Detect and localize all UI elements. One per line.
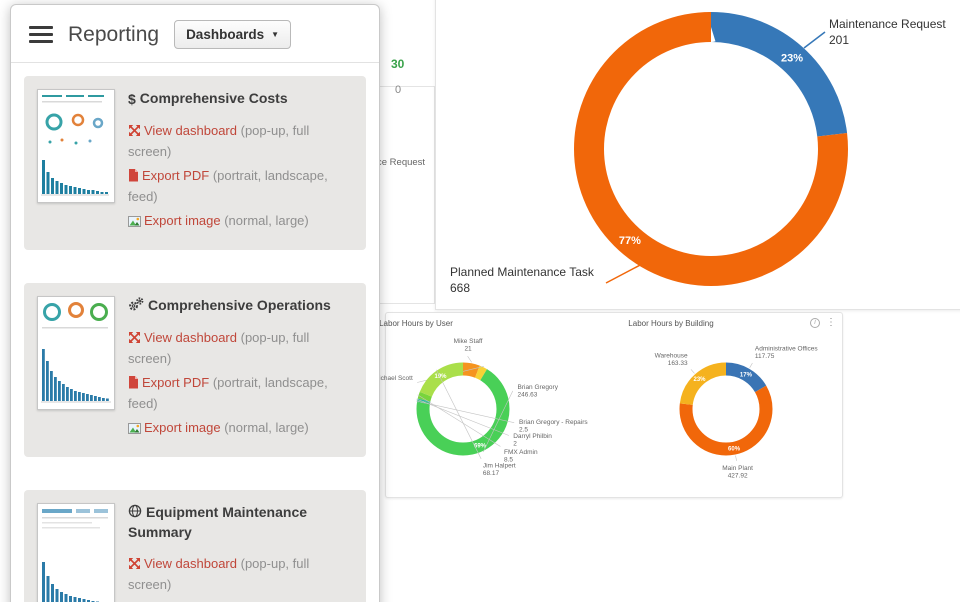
labor-hours-building-title: Labor Hours by Building	[628, 319, 714, 328]
export-pdf-row: Export PDF (portrait, landscape, feed)	[128, 166, 350, 206]
dashboard-card-comprehensive-costs: $ Comprehensive Costs View dashboard (pop…	[24, 76, 366, 250]
view-dashboard-options[interactable]: (pop-up, full screen)	[128, 122, 310, 159]
dashboard-thumbnail-costs[interactable]	[37, 89, 115, 203]
dollar-icon: $	[128, 91, 136, 107]
view-dashboard-link[interactable]: View dashboard	[144, 329, 237, 345]
labor-hours-user-chart[interactable]: Mike Staff 21 Michael Scott 69% Brian Gregor…	[374, 313, 844, 499]
panel-header: Reporting Dashboards ▼	[11, 5, 379, 63]
expand-arrows-icon	[128, 330, 141, 349]
dashboard-card-comprehensive-operations: Comprehensive Operations View dashboard …	[24, 282, 366, 457]
maintenance-request-leader-line	[803, 31, 826, 49]
svg-text:23%: 23%	[781, 53, 803, 65]
export-image-link[interactable]: Export image	[144, 419, 221, 435]
export-image-link[interactable]: Export image	[144, 212, 221, 228]
export-pdf-options[interactable]: (portrait, landscape, feed)	[128, 374, 328, 411]
kebab-menu-icon[interactable]: ⋮	[826, 317, 836, 328]
maintenance-chart-card: 23% 77% Maintenance Request 201 Planned M…	[435, 0, 960, 310]
export-image-options[interactable]: (normal, large)	[224, 212, 309, 228]
image-file-icon	[128, 213, 141, 232]
svg-text:77%: 77%	[619, 235, 641, 247]
background-partial-label: ce Request	[377, 157, 426, 168]
chevron-down-icon: ▼	[271, 30, 280, 39]
dashboards-dropdown-button[interactable]: Dashboards ▼	[174, 20, 292, 49]
dashboard-thumbnail-equipment[interactable]	[37, 502, 115, 602]
dashboard-card-title: Equipment Maintenance Summary	[128, 503, 308, 540]
callout-planned-maintenance-task: Planned Maintenance Task 668	[450, 265, 630, 296]
page-title: Reporting	[68, 22, 160, 46]
hamburger-menu-icon[interactable]	[29, 22, 53, 47]
svg-text:60%: 60%	[728, 446, 741, 452]
export-pdf-options[interactable]: (portrait, landscape, feed)	[128, 601, 328, 602]
globe-icon	[128, 504, 142, 523]
callout-maintenance-request: Maintenance Request 201	[829, 17, 959, 48]
view-dashboard-link[interactable]: View dashboard	[144, 122, 237, 138]
callout-label: Maintenance Request	[829, 17, 946, 31]
view-dashboard-row: View dashboard (pop-up, full screen)	[128, 328, 350, 368]
maintenance-donut-chart[interactable]: 23% 77%	[436, 1, 960, 309]
svg-text:23%: 23%	[694, 377, 707, 383]
export-image-options[interactable]: (normal, large)	[224, 419, 309, 435]
planned-task-leader-line	[605, 262, 645, 284]
reporting-panel: Reporting Dashboards ▼	[10, 4, 380, 602]
view-dashboard-options[interactable]: (pop-up, full screen)	[128, 329, 310, 366]
pdf-file-icon	[128, 168, 139, 187]
svg-text:69%: 69%	[474, 443, 487, 449]
callout-label: Planned Maintenance Task	[450, 265, 594, 279]
export-pdf-link[interactable]: Export PDF	[142, 601, 209, 602]
callout-value: 668	[450, 280, 471, 295]
export-image-row: Export image (normal, large)	[128, 211, 350, 232]
svg-text:19%: 19%	[435, 374, 448, 380]
svg-text:Michael Scott: Michael Scott	[374, 375, 413, 382]
view-dashboard-row: View dashboard (pop-up, full screen)	[128, 554, 350, 594]
thumbnail-chart-image	[41, 301, 111, 403]
labor-hours-user-title: Labor Hours by User	[379, 319, 453, 328]
expand-arrows-icon	[128, 123, 141, 142]
export-pdf-link[interactable]: Export PDF	[142, 374, 210, 390]
export-image-row: Export image (normal, large)	[128, 418, 350, 439]
export-pdf-options[interactable]: (portrait, landscape, feed)	[128, 167, 328, 204]
svg-text:17%: 17%	[740, 372, 753, 378]
thumbnail-chart-image	[42, 508, 108, 602]
gears-icon	[128, 297, 144, 316]
dashboard-thumbnail-operations[interactable]	[37, 295, 115, 410]
view-dashboard-link[interactable]: View dashboard	[144, 555, 237, 571]
thumbnail-chart-image	[41, 95, 109, 196]
labor-hours-card: Labor Hours by User Labor Hours by Build…	[374, 312, 844, 499]
pdf-file-icon	[128, 375, 139, 394]
dashboard-card-title: Comprehensive Operations	[128, 296, 350, 316]
labor-hours-building-chart[interactable]: 17% Administrative Offices 117.75 60% Main P…	[386, 313, 844, 499]
image-file-icon	[128, 420, 141, 439]
dashboards-button-label: Dashboards	[186, 27, 265, 42]
expand-arrows-icon	[128, 556, 141, 575]
export-pdf-row: Export PDF (portrait, landscape, feed)	[128, 373, 350, 413]
dashboard-card-equipment-maintenance-summary: Equipment Maintenance Summary View dashb…	[24, 489, 366, 602]
background-stat-gray: 0	[395, 84, 402, 96]
dashboard-card-title: $ Comprehensive Costs	[128, 90, 288, 107]
info-icon[interactable]: i	[810, 318, 820, 328]
export-pdf-link[interactable]: Export PDF	[142, 167, 210, 183]
view-dashboard-row: View dashboard (pop-up, full screen)	[128, 121, 350, 161]
view-dashboard-options[interactable]: (pop-up, full screen)	[128, 555, 310, 592]
export-pdf-row: Export PDF (portrait, landscape, feed)	[128, 599, 350, 602]
callout-value: 201	[829, 32, 850, 47]
background-stat-green: 30	[391, 57, 405, 71]
